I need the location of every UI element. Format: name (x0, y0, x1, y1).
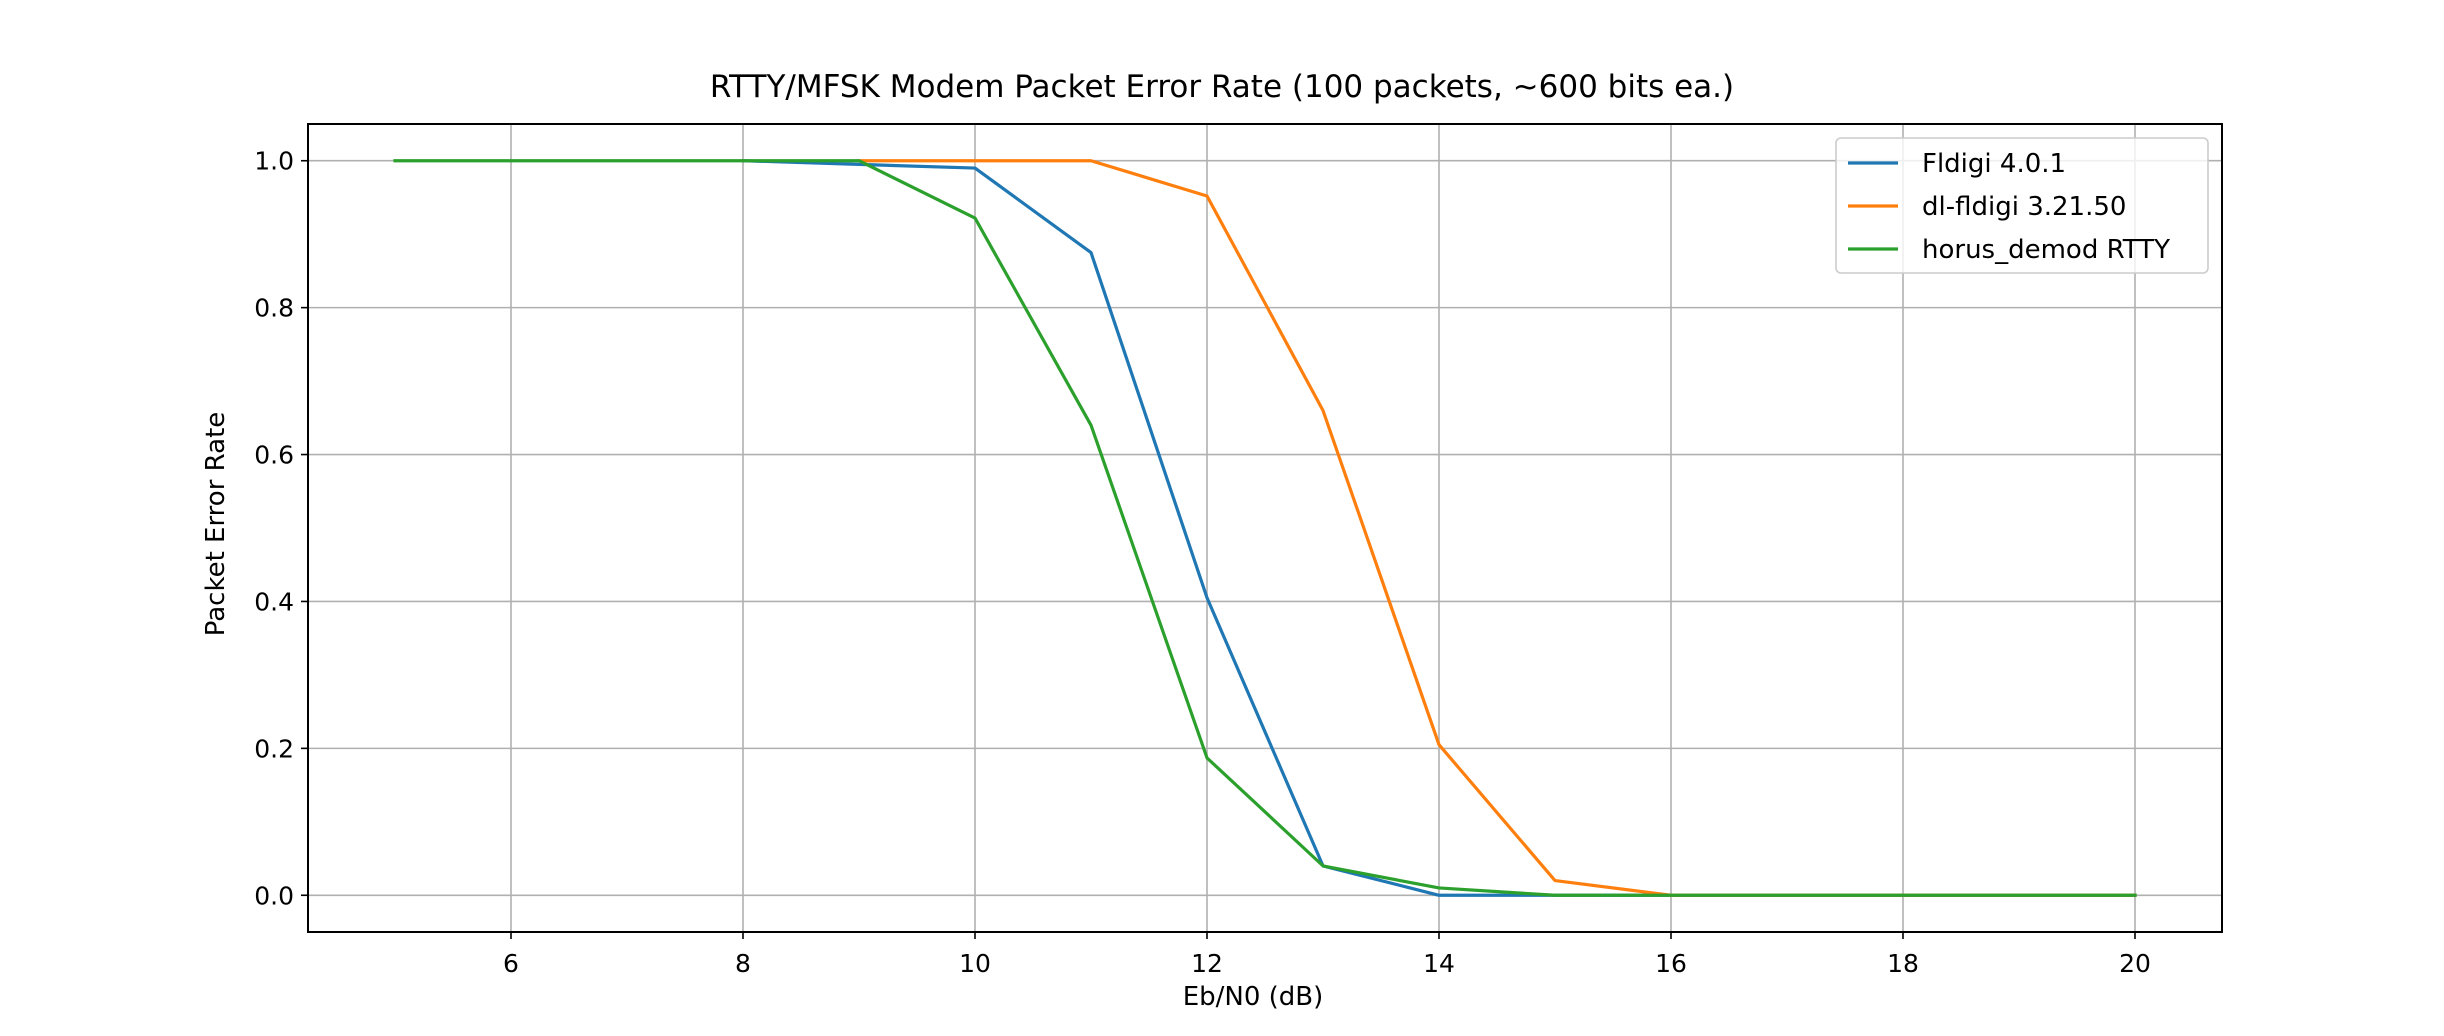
x-tick-label: 20 (2119, 949, 2151, 978)
series-line-3 (393, 159, 2137, 897)
x-axis: 6 8 10 12 14 16 18 20 (503, 932, 2151, 978)
x-tick-label: 8 (735, 949, 751, 978)
y-tick-label: 0.0 (254, 881, 294, 910)
x-tick-label: 18 (1887, 949, 1919, 978)
y-tick-label: 0.8 (254, 294, 294, 323)
legend-label: horus_demod RTTY (1922, 235, 2170, 265)
legend-item: Fldigi 4.0.1 (1848, 149, 2066, 179)
x-tick-label: 10 (959, 949, 991, 978)
legend-item: dl-fldigi 3.21.50 (1848, 192, 2126, 222)
legend: Fldigi 4.0.1 dl-fldigi 3.21.50 horus_demod… (1835, 137, 2209, 274)
x-tick-label: 12 (1191, 949, 1223, 978)
y-axis: 0.0 0.2 0.4 0.6 0.8 1.0 (254, 147, 308, 910)
x-axis-label: Eb/N0 (dB) (1183, 982, 1324, 1012)
x-tick-label: 6 (503, 949, 519, 978)
y-tick-label: 0.6 (254, 441, 294, 470)
y-tick-label: 0.4 (254, 587, 294, 616)
plot-frame (307, 123, 2223, 933)
chart-title: RTTY/MFSK Modem Packet Error Rate (100 p… (710, 69, 1734, 105)
y-tick-label: 0.2 (254, 734, 294, 763)
legend-label: dl-fldigi 3.21.50 (1922, 192, 2126, 222)
x-tick-label: 14 (1423, 949, 1455, 978)
series-layer (393, 159, 2137, 897)
legend-box (1835, 137, 2209, 274)
y-axis-label: Packet Error Rate (201, 412, 231, 637)
legend-item: horus_demod RTTY (1848, 235, 2170, 265)
y-tick-label: 1.0 (254, 147, 294, 176)
legend-label: Fldigi 4.0.1 (1922, 149, 2066, 179)
x-tick-label: 16 (1655, 949, 1687, 978)
